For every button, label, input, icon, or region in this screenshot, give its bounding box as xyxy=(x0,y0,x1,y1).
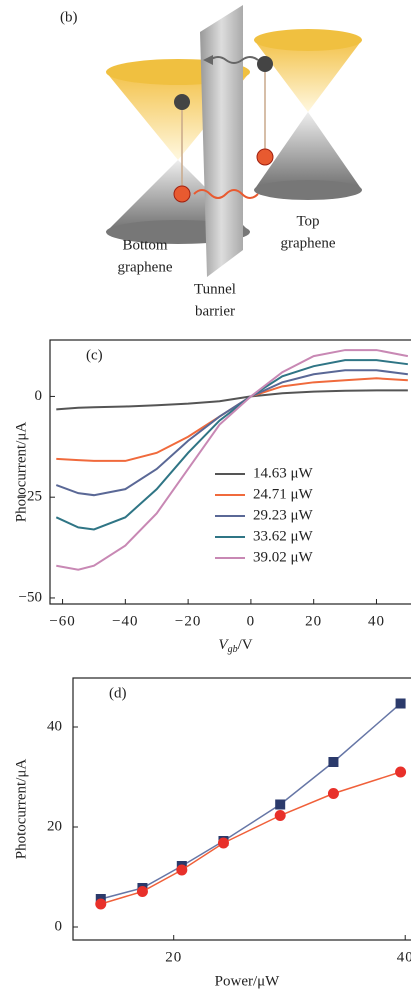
marker xyxy=(136,886,148,897)
legend-label: 33.62 μW xyxy=(253,528,314,544)
plot-frame xyxy=(49,339,411,605)
label: Tunnel xyxy=(194,281,236,297)
diagram: (b) Bottom graphene Tunnel barrier Top g… xyxy=(60,5,362,319)
marker xyxy=(176,864,188,876)
y-tick-label: 20 xyxy=(47,818,62,834)
x-tick-label: 0 xyxy=(247,613,256,629)
label: barrier xyxy=(195,303,235,319)
marker xyxy=(95,898,107,910)
label: graphene xyxy=(281,235,336,251)
legend-label: 39.02 μW xyxy=(253,549,314,565)
x-tick-label: 20 xyxy=(305,613,322,629)
marker xyxy=(274,810,286,821)
hole xyxy=(173,185,191,203)
series-line xyxy=(56,389,408,411)
label: Bottom xyxy=(122,237,167,253)
x-axis-label: Vgb/V xyxy=(218,637,252,655)
y-tick-label: −25 xyxy=(19,489,42,505)
wave xyxy=(209,56,259,64)
x-tick-label: −60 xyxy=(49,613,75,629)
hole xyxy=(256,148,274,166)
series-line xyxy=(56,349,409,571)
series-line xyxy=(100,702,402,900)
cone-top xyxy=(254,29,362,51)
y-tick-label: 0 xyxy=(55,918,63,934)
y-tick-label: 40 xyxy=(47,718,62,734)
legend-label: 14.63 μW xyxy=(253,465,314,481)
marker xyxy=(217,837,229,849)
electron xyxy=(174,94,190,110)
x-tick-label: 40 xyxy=(397,949,411,965)
plot-area xyxy=(95,698,407,910)
label: graphene xyxy=(118,259,173,275)
legend-label: 24.71 μW xyxy=(253,486,314,502)
x-label-unit: /V xyxy=(238,637,253,653)
x-label-sub: gb xyxy=(228,644,238,655)
electron xyxy=(257,56,273,72)
marker xyxy=(328,757,339,767)
series-line xyxy=(55,369,408,497)
plot-frame xyxy=(72,677,411,941)
cone xyxy=(254,40,362,112)
y-tick-label: 0 xyxy=(35,388,43,404)
panel-label: (b) xyxy=(60,9,78,25)
y-tick-label: −50 xyxy=(19,589,42,605)
legend-label: 29.23 μW xyxy=(253,507,314,523)
x-label-var: V xyxy=(218,637,229,653)
x-tick-label: −20 xyxy=(175,613,201,629)
marker xyxy=(327,788,339,799)
marker xyxy=(395,698,406,709)
x-tick-label: −40 xyxy=(112,613,138,629)
label: Top xyxy=(296,213,319,229)
series-line xyxy=(55,359,408,531)
x-axis-label: Power/μW xyxy=(215,973,281,989)
plot-area xyxy=(55,349,409,571)
panel-label: (d) xyxy=(109,685,127,701)
barrier xyxy=(200,5,243,277)
cone-bottom xyxy=(254,180,362,200)
y-axis-label: Photocurrent/μA xyxy=(13,759,29,860)
marker xyxy=(395,766,407,778)
cone xyxy=(254,112,362,190)
marker xyxy=(275,799,286,810)
wave xyxy=(193,189,259,199)
x-tick-label: 20 xyxy=(165,949,182,965)
x-tick-label: 40 xyxy=(368,613,385,629)
arrowhead xyxy=(203,55,213,65)
panel-label: (c) xyxy=(86,347,103,363)
y-axis-label: Photocurrent/μA xyxy=(13,422,29,523)
